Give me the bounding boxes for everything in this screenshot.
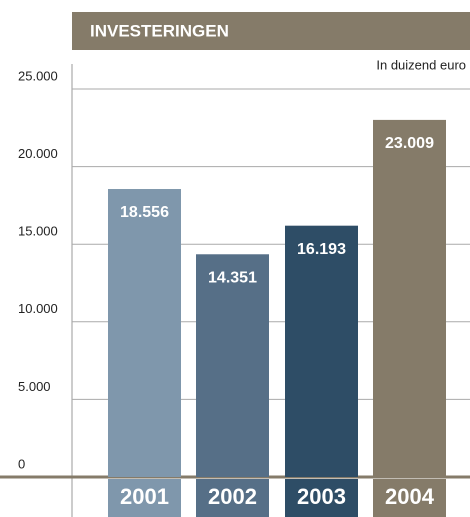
y-tick-label: 25.000 bbox=[18, 68, 58, 83]
value-label: 18.556 bbox=[120, 204, 169, 221]
x-tick-label: 2004 bbox=[385, 484, 435, 509]
category-box bbox=[285, 479, 358, 517]
chart-title: INVESTERINGEN bbox=[90, 21, 229, 40]
value-label: 23.009 bbox=[385, 135, 434, 152]
bar bbox=[196, 254, 269, 477]
category-box bbox=[373, 479, 446, 517]
subtitle: In duizend euro bbox=[376, 57, 466, 72]
value-label: 14.351 bbox=[208, 269, 257, 286]
y-tick-label: 0 bbox=[18, 456, 25, 471]
y-tick-label: 5.000 bbox=[18, 379, 51, 394]
x-tick-label: 2001 bbox=[120, 484, 169, 509]
bar bbox=[373, 119, 446, 477]
y-tick-label: 10.000 bbox=[18, 301, 58, 316]
y-tick-label: 15.000 bbox=[18, 224, 58, 239]
value-label: 16.193 bbox=[297, 241, 346, 258]
bar bbox=[285, 225, 358, 477]
y-tick-label: 20.000 bbox=[18, 146, 58, 161]
title-banner bbox=[72, 12, 470, 50]
bar bbox=[108, 189, 181, 478]
category-box bbox=[108, 479, 181, 517]
x-tick-label: 2003 bbox=[297, 484, 346, 509]
category-box bbox=[196, 479, 269, 517]
x-tick-label: 2002 bbox=[208, 484, 257, 509]
